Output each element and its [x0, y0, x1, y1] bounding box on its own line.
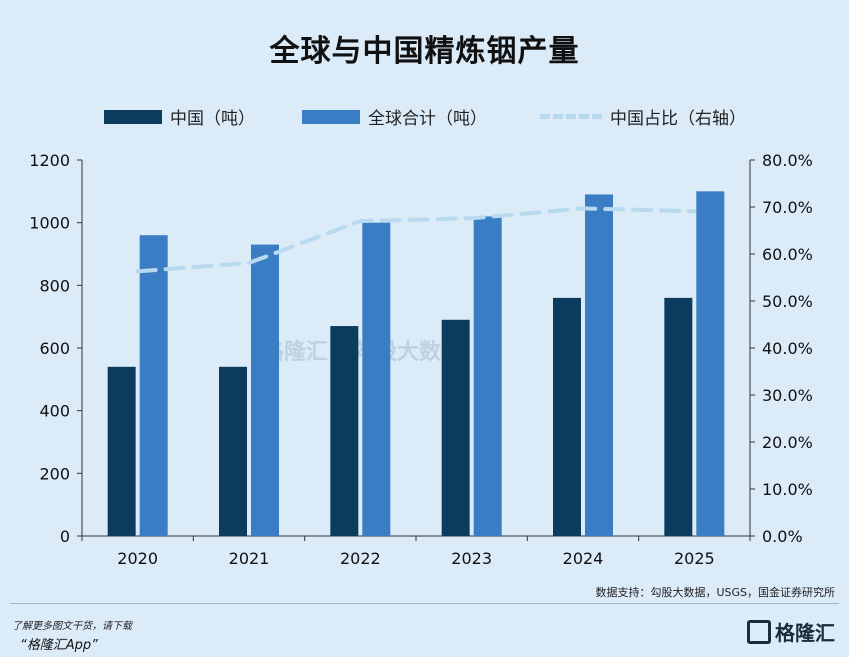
y-right-tick-label: 30.0% — [762, 386, 813, 405]
y-left-tick-label: 600 — [39, 339, 70, 358]
logo-icon — [747, 619, 771, 644]
y-right-tick-label: 40.0% — [762, 339, 813, 358]
chart-legend: 中国（吨） 全球合计（吨） 中国占比（右轴） — [0, 104, 849, 130]
bar-global — [362, 222, 391, 536]
legend-item-china: 中国（吨） — [104, 104, 255, 129]
legend-label-china: 中国（吨） — [170, 109, 255, 129]
bar-china — [107, 366, 136, 536]
bar-global — [251, 244, 279, 536]
y-right-tick-label: 10.0% — [762, 480, 813, 499]
bar-china — [664, 297, 693, 536]
footer-app-name: “格隆汇App” — [20, 638, 98, 653]
y-right-tick-label: 70.0% — [762, 198, 813, 217]
y-right-tick-label: 20.0% — [762, 433, 813, 452]
bar-china — [219, 366, 247, 536]
line-china-share — [135, 206, 697, 274]
footer-logo: 格隆汇 — [747, 617, 835, 646]
chart-title: 全球与中国精炼铟产量 — [269, 34, 580, 69]
footer-divider — [10, 603, 839, 604]
legend-swatch-share — [540, 114, 602, 119]
y-left-tick-label: 200 — [39, 464, 70, 483]
bar-china — [330, 326, 359, 536]
x-tick-label: 2023 — [451, 549, 492, 568]
bar-global — [139, 235, 168, 536]
y-right-tick-label: 50.0% — [762, 292, 813, 311]
chart-canvas: 0 200 400 600 800 1000 1200 0.0% 10.0% 20.0% 30.0%… — [29, 151, 813, 568]
x-tick-label: 2024 — [563, 549, 604, 568]
y-right-tick-label: 80.0% — [762, 151, 813, 170]
x-tick-label: 2021 — [229, 549, 270, 568]
y-left-tick-label: 800 — [39, 276, 70, 295]
source-note: 数据支持：勾股大数据，USGS，国金证券研究所 — [595, 586, 835, 599]
legend-item-share: 中国占比（右轴） — [540, 104, 746, 129]
legend-label-share: 中国占比（右轴） — [610, 109, 746, 129]
bar-china — [441, 319, 470, 536]
y-left-tick-label: 400 — [39, 402, 70, 421]
legend-swatch-global — [302, 109, 360, 124]
y-left-tick-label: 0 — [60, 527, 70, 546]
bar-global — [473, 216, 502, 536]
y-right-tick-label: 60.0% — [762, 245, 813, 264]
bar-global — [696, 191, 725, 537]
bar-china — [553, 297, 581, 536]
bar-global — [585, 194, 613, 536]
logo-text: 格隆汇 — [775, 621, 835, 645]
legend-label-global: 全球合计（吨） — [368, 109, 487, 129]
legend-item-global: 全球合计（吨） — [302, 104, 487, 129]
x-tick-label: 2022 — [340, 549, 381, 568]
x-tick-label: 2025 — [674, 549, 715, 568]
y-left-tick-label: 1000 — [29, 214, 70, 233]
y-right-tick-label: 0.0% — [762, 527, 803, 546]
y-left-tick-label: 1200 — [29, 151, 70, 170]
x-tick-label: 2020 — [117, 549, 158, 568]
footer-download-hint: 了解更多图文干货，请下载 — [12, 621, 132, 632]
legend-swatch-china — [104, 109, 162, 124]
